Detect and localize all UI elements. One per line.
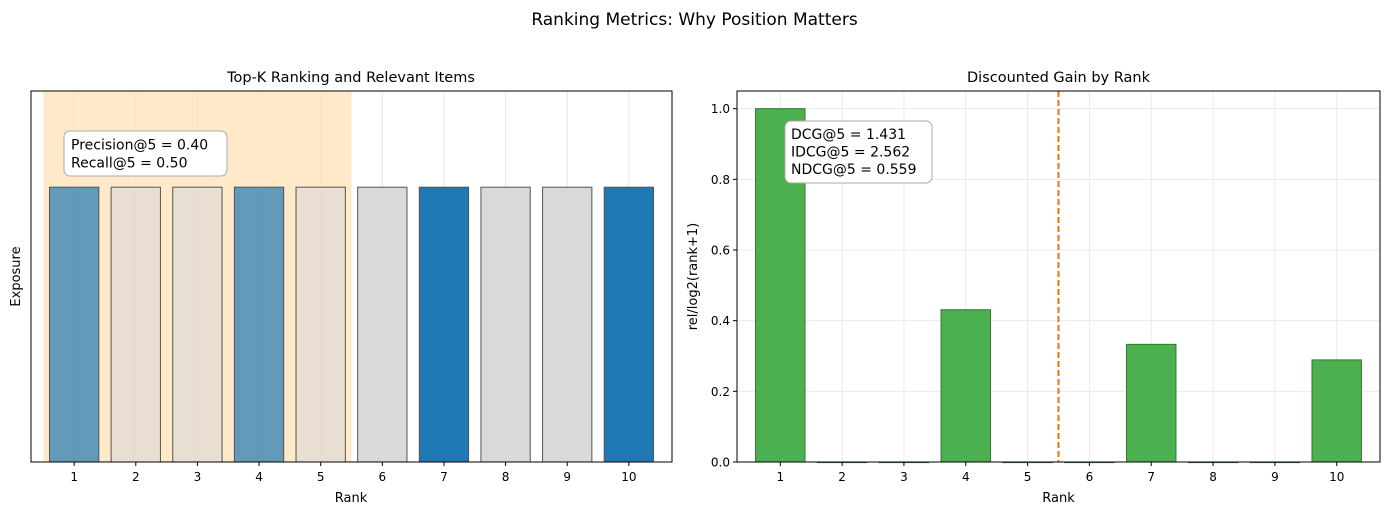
gain-x-axis-label: Rank <box>1042 491 1075 506</box>
gain-x-tick-label: 4 <box>962 470 970 484</box>
ranking-x-tick-label: 6 <box>378 470 386 484</box>
ranking-bar-9 <box>542 186 593 463</box>
ranking-bar-10 <box>603 186 655 463</box>
gain-y-tick-label: 0.0 <box>711 456 730 470</box>
ranking-x-tick-label: 3 <box>194 470 202 484</box>
dcg-at-5-text: DCG@5 = 1.431 <box>791 127 906 143</box>
dcg-annotation: DCG@5 = 1.431 IDCG@5 = 2.562 NDCG@5 = 0.… <box>784 120 933 184</box>
gain-x-tick-label: 10 <box>1329 470 1344 484</box>
gain-bar-7 <box>1126 343 1177 463</box>
ranking-bar-7 <box>418 186 470 463</box>
ranking-bar-3 <box>172 186 223 463</box>
ranking-x-tick-label: 5 <box>317 470 325 484</box>
ranking-x-tick-label: 10 <box>621 470 636 484</box>
gain-bar-4 <box>940 309 991 463</box>
gain-y-axis-label: rel/log2(rank+1) <box>686 223 701 331</box>
ranking-bar-4 <box>233 186 285 463</box>
gain-x-tick-label: 6 <box>1086 470 1094 484</box>
ranking-x-tick-label: 7 <box>440 470 448 484</box>
gain-y-tick-label: 0.6 <box>711 244 730 258</box>
gain-y-tick-label: 0.8 <box>711 173 730 187</box>
gain-x-tick-label: 7 <box>1147 470 1155 484</box>
precision-at-5-text: Precision@5 = 0.40 <box>71 138 208 154</box>
ranking-chart-frame <box>30 90 673 463</box>
ndcg-at-5-text: NDCG@5 = 0.559 <box>791 162 917 178</box>
gain-x-tick-label: 1 <box>776 470 784 484</box>
ranking-exposure-chart: Top-K Ranking and Relevant Items 1 2 3 4 5 6 7… <box>9 70 673 506</box>
gain-y-tick-label: 0.4 <box>711 314 730 328</box>
ranking-bars <box>48 186 655 463</box>
ranking-bar-6 <box>357 186 408 463</box>
gain-y-ticks: 0.0 0.2 0.4 0.6 0.8 1.0 <box>711 102 737 470</box>
ranking-bar-2 <box>110 186 161 463</box>
gain-x-tick-label: 9 <box>1271 470 1279 484</box>
ranking-x-tick-label: 8 <box>502 470 510 484</box>
ranking-x-tick-label: 2 <box>132 470 140 484</box>
precision-recall-box <box>63 130 228 177</box>
recall-at-5-text: Recall@5 = 0.50 <box>71 156 187 172</box>
ranking-bar-8 <box>480 186 531 463</box>
gain-x-tick-label: 5 <box>1024 470 1032 484</box>
precision-recall-annotation: Precision@5 = 0.40 Recall@5 = 0.50 <box>63 130 228 177</box>
idcg-at-5-text: IDCG@5 = 2.562 <box>791 145 910 161</box>
gain-x-tick-label: 3 <box>900 470 908 484</box>
gain-x-tick-label: 8 <box>1209 470 1217 484</box>
figure-suptitle: Ranking Metrics: Why Position Matters <box>531 10 858 30</box>
ranking-x-tick-label: 1 <box>70 470 78 484</box>
ranking-x-axis-label: Rank <box>335 491 368 506</box>
gain-y-tick-label: 0.2 <box>711 385 730 399</box>
ranking-x-tick-label: 4 <box>255 470 263 484</box>
dcg-box <box>784 120 933 184</box>
gain-x-tick-label: 2 <box>838 470 846 484</box>
gain-chart-title: Discounted Gain by Rank <box>967 70 1151 86</box>
ranking-x-tick-label: 9 <box>563 470 571 484</box>
ranking-x-ticks: 1 2 3 4 5 6 7 8 9 10 <box>70 462 636 484</box>
ranking-chart-title: Top-K Ranking and Relevant Items <box>226 70 475 86</box>
ranking-bar-1 <box>48 186 100 463</box>
gain-chart-frame <box>736 90 1381 463</box>
gain-y-tick-label: 1.0 <box>711 102 730 116</box>
ranking-y-axis-label: Exposure <box>9 246 24 306</box>
gain-bar-10 <box>1311 359 1362 463</box>
ranking-bar-5 <box>295 186 346 463</box>
discounted-gain-chart: Discounted Gain by Rank 1 2 3 4 5 6 7 8 9 10 0.00… <box>686 70 1381 506</box>
gain-x-ticks: 1 2 3 4 5 6 7 8 9 10 <box>776 462 1344 484</box>
